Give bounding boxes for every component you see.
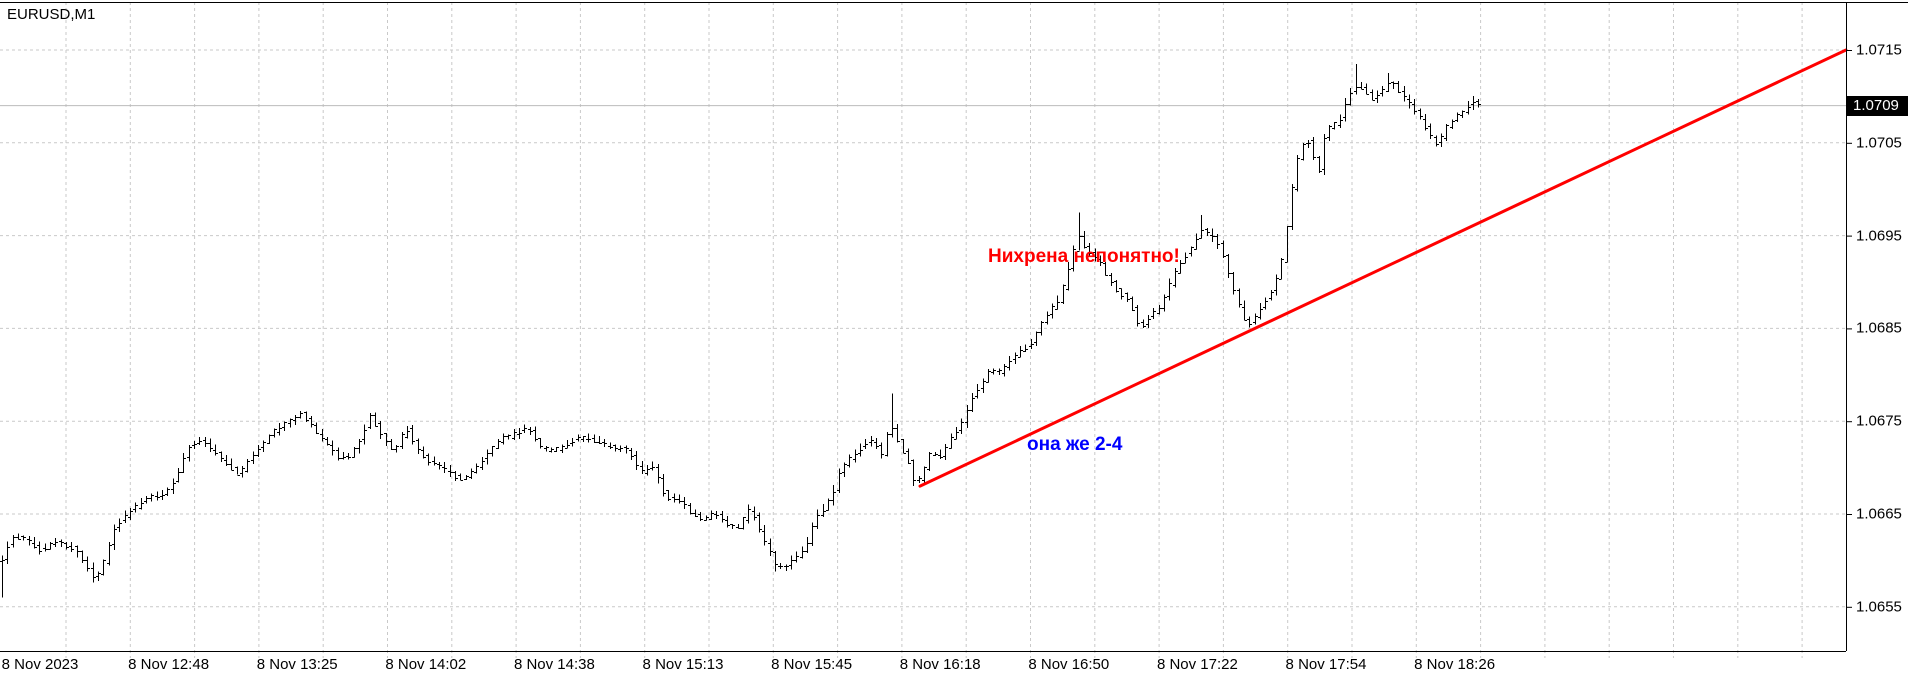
time-axis-label: 8 Nov 16:18 xyxy=(899,656,981,673)
current-price-badge: 1.0709 xyxy=(1847,95,1908,116)
annotation-red-text[interactable]: Нихрена непонятно! xyxy=(988,246,1180,267)
time-axis-label: 8 Nov 12:48 xyxy=(128,656,210,673)
price-axis-label: 1.0675 xyxy=(1856,412,1902,430)
axis-ticks xyxy=(1846,50,1852,608)
time-axis-label: 8 Nov 18:26 xyxy=(1414,656,1496,673)
price-bars-series[interactable] xyxy=(0,63,1481,598)
time-axis-label: 8 Nov 17:22 xyxy=(1156,656,1238,673)
time-axis-label: 8 Nov 14:02 xyxy=(385,656,467,673)
annotation-blue-text[interactable]: она же 2-4 xyxy=(1027,434,1123,455)
price-axis-label: 1.0655 xyxy=(1856,598,1902,616)
price-axis-label: 1.0705 xyxy=(1856,134,1902,152)
time-axis-label: 8 Nov 17:54 xyxy=(1285,656,1367,673)
price-axis-label: 1.0695 xyxy=(1856,227,1902,245)
trendline-object[interactable] xyxy=(918,48,1848,488)
time-axis-label: 8 Nov 16:50 xyxy=(1028,656,1110,673)
price-axis-label: 1.0665 xyxy=(1856,505,1902,523)
gridlines xyxy=(0,2,1846,658)
time-axis-label: 8 Nov 2023 xyxy=(1,656,79,673)
time-axis-label: 8 Nov 15:13 xyxy=(642,656,724,673)
symbol-timeframe-label: EURUSD,M1 xyxy=(7,6,96,23)
time-axis-label: 8 Nov 15:45 xyxy=(771,656,853,673)
time-axis-label: 8 Nov 14:38 xyxy=(513,656,595,673)
time-axis-label: 8 Nov 13:25 xyxy=(256,656,338,673)
chart-border xyxy=(0,2,1908,652)
price-axis-label: 1.0685 xyxy=(1856,319,1902,337)
price-axis-label: 1.0715 xyxy=(1856,41,1902,59)
